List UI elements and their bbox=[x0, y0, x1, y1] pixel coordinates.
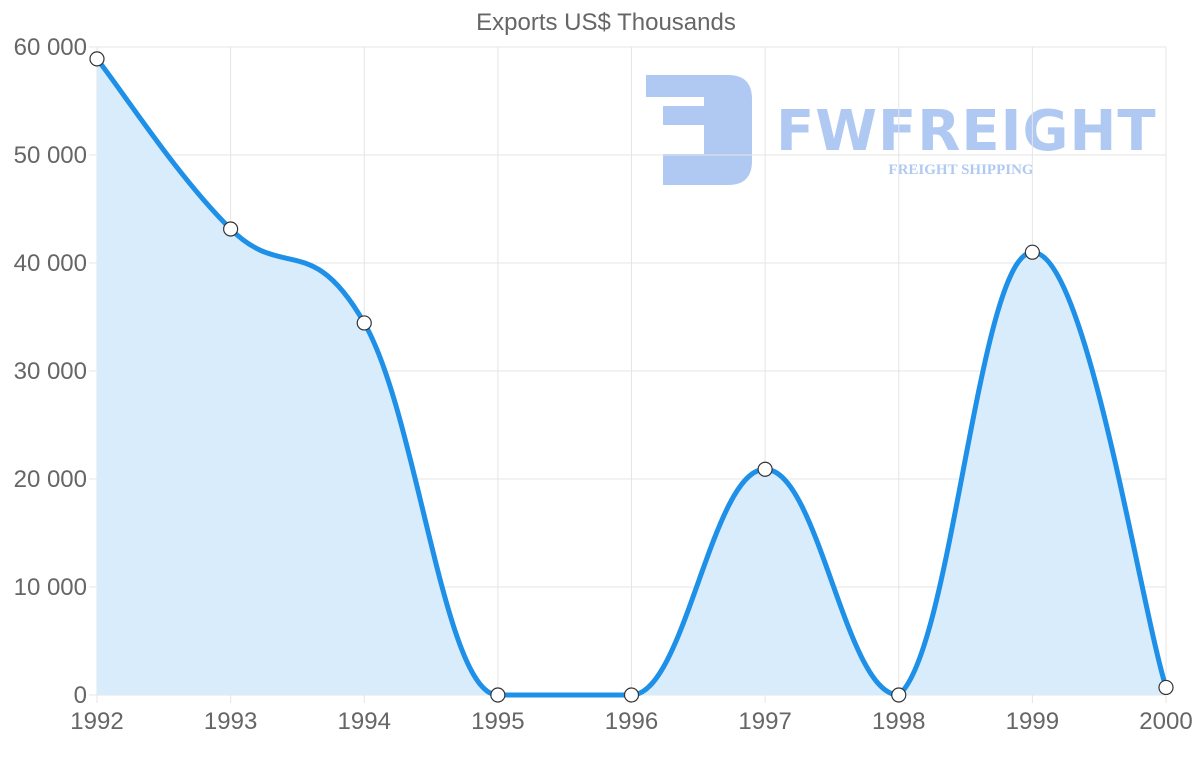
data-point bbox=[89, 51, 105, 67]
y-tick-label: 60 000 bbox=[14, 34, 87, 61]
x-tick-label: 1998 bbox=[872, 708, 925, 735]
y-tick-label: 10 000 bbox=[14, 574, 87, 601]
watermark-brand: FWFREIGHT bbox=[776, 99, 1157, 164]
x-tick-label: 1999 bbox=[1006, 708, 1059, 735]
x-tick-label: 1992 bbox=[70, 708, 123, 735]
data-point bbox=[757, 461, 773, 477]
series-line bbox=[94, 56, 1169, 698]
fwfreight-logo-icon bbox=[646, 75, 752, 185]
x-tick-label: 1993 bbox=[204, 708, 257, 735]
data-point bbox=[1024, 244, 1040, 260]
data-point bbox=[891, 687, 907, 703]
y-axis-ticks: 0 10 000 20 000 30 000 40 000 50 000 60 000 bbox=[14, 34, 87, 709]
data-point bbox=[356, 315, 372, 331]
data-point bbox=[623, 687, 640, 703]
y-tick-label: 0 bbox=[74, 682, 87, 709]
x-tick-label: 2000 bbox=[1139, 708, 1192, 735]
data-point bbox=[490, 687, 506, 703]
fwfreight-watermark: FWFREIGHT FREIGHT SHIPPING bbox=[646, 75, 1157, 185]
watermark-tagline: FREIGHT SHIPPING bbox=[888, 162, 1033, 178]
chart-title: Exports US$ Thousands bbox=[476, 9, 736, 36]
series-area-fill bbox=[97, 58, 1166, 695]
data-point bbox=[223, 221, 239, 237]
data-point bbox=[1158, 679, 1174, 696]
series-points bbox=[89, 51, 1174, 703]
y-tick-label: 20 000 bbox=[14, 466, 87, 493]
x-tick-label: 1994 bbox=[338, 708, 391, 735]
y-tick-label: 40 000 bbox=[14, 250, 87, 277]
x-tick-label: 1997 bbox=[738, 708, 791, 735]
x-tick-label: 1995 bbox=[471, 708, 524, 735]
y-tick-label: 50 000 bbox=[14, 142, 87, 169]
x-axis-ticks: 1992 1993 1994 1995 1996 1997 1998 1999 2000 bbox=[70, 708, 1192, 735]
x-tick-label: 1996 bbox=[605, 708, 658, 735]
y-tick-label: 30 000 bbox=[14, 358, 87, 385]
